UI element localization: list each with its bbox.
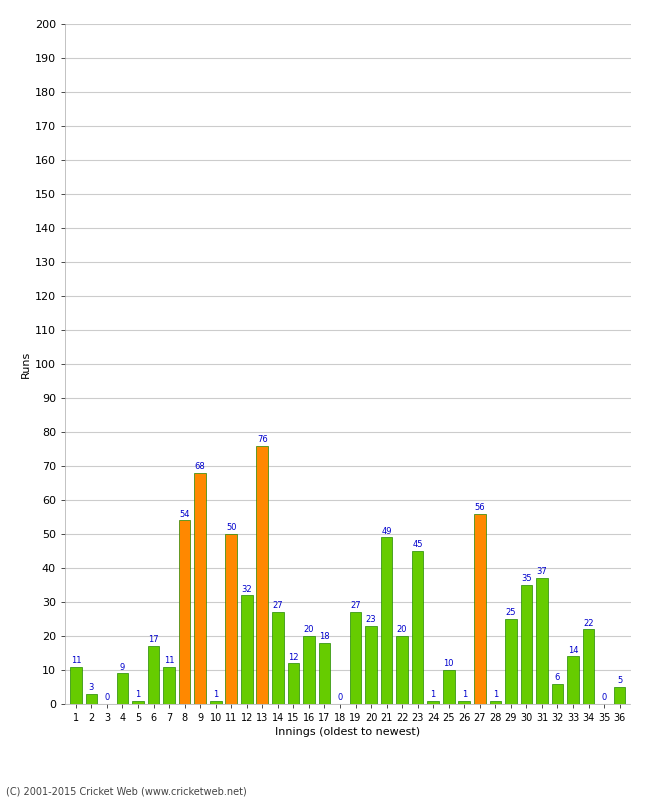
Bar [443, 670, 454, 704]
Bar [210, 701, 222, 704]
Bar [458, 701, 470, 704]
Bar [505, 619, 517, 704]
Y-axis label: Runs: Runs [21, 350, 31, 378]
Bar [381, 538, 393, 704]
Bar [257, 446, 268, 704]
Text: 14: 14 [567, 646, 578, 654]
Text: 5: 5 [617, 676, 622, 686]
Text: 1: 1 [213, 690, 218, 699]
Bar [318, 643, 330, 704]
Text: 76: 76 [257, 435, 268, 444]
Text: 27: 27 [272, 602, 283, 610]
Text: 22: 22 [583, 618, 594, 627]
Text: 37: 37 [536, 567, 547, 577]
Text: 23: 23 [366, 615, 376, 624]
Text: 17: 17 [148, 635, 159, 645]
Text: 1: 1 [430, 690, 436, 699]
Text: 9: 9 [120, 662, 125, 672]
Bar [86, 694, 97, 704]
Bar [148, 646, 159, 704]
Bar [350, 612, 361, 704]
Text: 54: 54 [179, 510, 190, 518]
Bar [70, 666, 82, 704]
Bar [365, 626, 377, 704]
Text: 32: 32 [241, 585, 252, 594]
Bar [489, 701, 501, 704]
X-axis label: Innings (oldest to newest): Innings (oldest to newest) [275, 727, 421, 737]
Text: 18: 18 [319, 632, 330, 641]
Text: 11: 11 [71, 656, 81, 665]
Text: 45: 45 [412, 540, 423, 550]
Bar [179, 520, 190, 704]
Text: 20: 20 [304, 626, 314, 634]
Text: 10: 10 [443, 659, 454, 668]
Bar [241, 595, 253, 704]
Bar [552, 683, 564, 704]
Text: 0: 0 [337, 694, 343, 702]
Text: 12: 12 [288, 653, 298, 662]
Text: 11: 11 [164, 656, 174, 665]
Text: 25: 25 [506, 608, 516, 618]
Bar [163, 666, 175, 704]
Text: 3: 3 [88, 683, 94, 692]
Text: (C) 2001-2015 Cricket Web (www.cricketweb.net): (C) 2001-2015 Cricket Web (www.cricketwe… [6, 786, 247, 796]
Text: 27: 27 [350, 602, 361, 610]
Bar [474, 514, 486, 704]
Text: 56: 56 [474, 503, 485, 512]
Text: 1: 1 [493, 690, 498, 699]
Bar [396, 636, 408, 704]
Text: 0: 0 [601, 694, 606, 702]
Text: 50: 50 [226, 523, 237, 532]
Text: 1: 1 [462, 690, 467, 699]
Bar [427, 701, 439, 704]
Bar [521, 585, 532, 704]
Text: 20: 20 [397, 626, 408, 634]
Text: 68: 68 [195, 462, 205, 471]
Text: 35: 35 [521, 574, 532, 583]
Bar [132, 701, 144, 704]
Text: 1: 1 [135, 690, 140, 699]
Bar [303, 636, 315, 704]
Text: 0: 0 [104, 694, 110, 702]
Bar [567, 656, 579, 704]
Bar [194, 473, 206, 704]
Bar [412, 551, 424, 704]
Text: 6: 6 [555, 673, 560, 682]
Bar [287, 663, 299, 704]
Bar [116, 674, 128, 704]
Bar [536, 578, 548, 704]
Bar [272, 612, 283, 704]
Bar [583, 629, 594, 704]
Bar [226, 534, 237, 704]
Bar [614, 687, 625, 704]
Text: 49: 49 [382, 526, 392, 536]
